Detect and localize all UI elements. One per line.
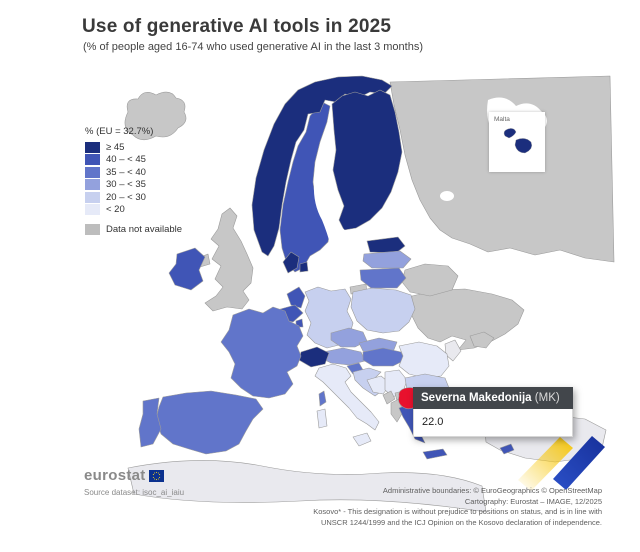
legend-label: < 20 xyxy=(106,204,125,216)
country-poland[interactable] xyxy=(350,287,416,334)
legend-swatch-no-data xyxy=(85,223,100,235)
north-africa-coast xyxy=(127,460,487,513)
country-albania[interactable] xyxy=(390,398,404,423)
country-ukraine[interactable] xyxy=(409,288,525,351)
country-romania[interactable] xyxy=(398,341,450,379)
island-crete[interactable] xyxy=(422,448,448,460)
malta-inset: Malta xyxy=(489,112,545,172)
country-united-kingdom[interactable] xyxy=(204,207,254,312)
legend-item: 20 – < 30 xyxy=(85,191,182,204)
decorative-yellow-stripe xyxy=(518,437,573,491)
legend-item: 30 – < 35 xyxy=(85,179,182,192)
region-crimea[interactable] xyxy=(469,331,495,349)
legend-label: Data not available xyxy=(106,223,183,235)
legend-label: 40 – < 45 xyxy=(106,154,146,166)
legend-item: < 20 xyxy=(85,204,182,217)
island-sicily[interactable] xyxy=(352,432,372,447)
island-gozo[interactable] xyxy=(503,128,517,139)
legend-swatch xyxy=(85,179,100,191)
legend-heading: % (EU = 32.7%) xyxy=(85,126,154,137)
legend: % (EU = 32.7%) ≥ 45 40 – < 45 35 – < 40 … xyxy=(85,126,182,236)
legend-swatch xyxy=(85,141,100,153)
legend-swatch xyxy=(85,154,100,166)
credit-line: Kosovo* - This designation is without pr… xyxy=(313,507,602,516)
source-dataset: Source dataset: isoc_ai_iaiu xyxy=(84,488,185,497)
country-estonia[interactable] xyxy=(366,236,406,254)
gulf-of-bothnia xyxy=(313,133,349,247)
country-france[interactable] xyxy=(220,306,304,399)
country-ireland[interactable] xyxy=(168,247,206,291)
country-spain[interactable] xyxy=(155,390,264,455)
decorative-blue-stripe xyxy=(553,436,605,490)
country-finland[interactable] xyxy=(331,89,403,231)
eu-flag-icon xyxy=(148,469,164,482)
malta-map xyxy=(503,128,532,154)
country-italy[interactable] xyxy=(314,363,380,431)
legend-label: 20 – < 30 xyxy=(106,191,146,203)
legend-item: ≥ 45 xyxy=(85,141,182,154)
legend-swatch xyxy=(85,166,100,178)
map-credits: Administrative boundaries: © EuroGeograp… xyxy=(313,486,602,528)
country-switzerland[interactable] xyxy=(298,346,330,368)
legend-label: 30 – < 35 xyxy=(106,179,146,191)
country-belarus[interactable] xyxy=(401,263,459,297)
country-iceland[interactable] xyxy=(124,91,187,141)
tooltip-header: Severna Makedonija (MK) xyxy=(413,387,573,409)
country-hungary[interactable] xyxy=(362,347,406,367)
legend-label: ≥ 45 xyxy=(106,141,125,153)
malta-inset-label: Malta xyxy=(494,116,510,123)
island-malta[interactable] xyxy=(514,138,532,154)
legend-label: 35 – < 40 xyxy=(106,166,146,178)
country-cyprus[interactable] xyxy=(499,443,515,455)
tooltip-country-code: (MK) xyxy=(534,392,560,404)
country-latvia[interactable] xyxy=(362,250,412,269)
eurostat-wordmark: eurostat xyxy=(84,467,146,484)
country-lithuania[interactable] xyxy=(359,267,407,289)
legend-swatch xyxy=(85,191,100,203)
legend-item-no-data: Data not available xyxy=(85,223,182,236)
country-netherlands[interactable] xyxy=(286,286,306,309)
country-tooltip: Severna Makedonija (MK) 22.0 xyxy=(413,387,573,437)
legend-item: 35 – < 40 xyxy=(85,166,182,179)
tooltip-country-name: Severna Makedonija xyxy=(421,392,532,404)
page-title: Use of generative AI tools in 2025 xyxy=(82,16,392,37)
island-sardinia[interactable] xyxy=(316,408,328,429)
country-montenegro[interactable] xyxy=(382,390,396,405)
legend-swatch xyxy=(85,204,100,216)
tooltip-value: 22.0 xyxy=(413,409,573,437)
island-corsica[interactable] xyxy=(318,390,327,407)
legend-item: 40 – < 45 xyxy=(85,154,182,167)
country-portugal[interactable] xyxy=(138,397,162,448)
country-denmark-island[interactable] xyxy=(299,261,309,273)
credit-line: Cartography: Eurostat – IMAGE, 12/2025 xyxy=(464,496,602,506)
credit-line: Administrative boundaries: © EuroGeograp… xyxy=(382,486,602,495)
country-denmark[interactable] xyxy=(282,251,300,274)
credit-line: UNSCR 1244/1999 and the ICJ Opinion on t… xyxy=(320,517,602,527)
page-subtitle: (% of people aged 16-74 who used generat… xyxy=(83,41,423,53)
eurostat-logo: eurostat xyxy=(84,467,164,484)
lake-ladoga xyxy=(440,191,454,201)
